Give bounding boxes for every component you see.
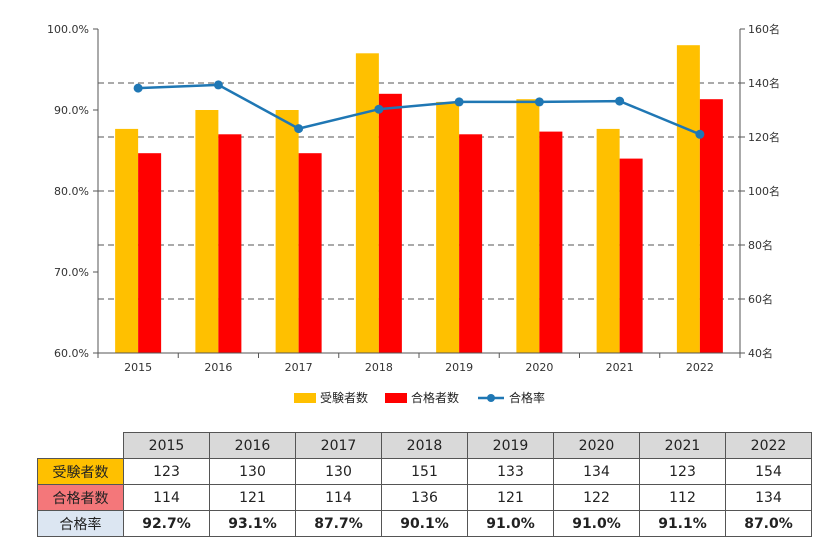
bar-examinees — [195, 110, 219, 353]
rate-point — [695, 129, 705, 139]
table-year: 2020 — [553, 432, 640, 459]
table-year: 2018 — [381, 432, 468, 459]
bar-examinees — [676, 45, 700, 353]
table-cell: 122 — [553, 484, 640, 511]
rate-point — [615, 96, 625, 106]
bar-passers — [619, 158, 643, 353]
bar-passers — [539, 131, 563, 353]
table-cell: 130 — [209, 458, 296, 485]
table-cell: 91.1% — [639, 510, 726, 537]
table-cell: 121 — [209, 484, 296, 511]
legend-swatch-passers — [385, 393, 407, 403]
x-tick-label: 2016 — [204, 361, 232, 374]
table-cell: 87.0% — [725, 510, 812, 537]
bar-passers — [459, 134, 483, 353]
rate-point — [454, 97, 464, 107]
table-cell: 91.0% — [553, 510, 640, 537]
right-tick-label: 100名 — [748, 184, 780, 198]
table-cell: 90.1% — [381, 510, 468, 537]
table-year: 2017 — [295, 432, 382, 459]
x-tick-label: 2021 — [606, 361, 634, 374]
table-row-examinees: 受験者数 123 130 130 151 133 134 123 154 — [37, 458, 812, 485]
table-cell: 133 — [467, 458, 554, 485]
table-row-passers: 合格者数 114 121 114 136 121 122 112 134 — [37, 484, 812, 511]
rate-point — [294, 124, 304, 134]
rate-point — [534, 97, 544, 107]
legend-marker-rate — [487, 394, 495, 402]
x-tick-label: 2018 — [365, 361, 393, 374]
bar-passers — [218, 134, 242, 353]
rate-point — [213, 80, 223, 90]
x-tick-label: 2017 — [285, 361, 313, 374]
combo-chart: 40名 60名 80名 100名 120名 140名 160名 60.0% 70.0% 80.0%… — [47, 22, 780, 405]
left-tick-label: 80.0% — [54, 185, 89, 198]
bar-passers — [298, 153, 322, 353]
row-header: 受験者数 — [37, 458, 124, 485]
rate-line — [133, 80, 705, 139]
left-tick-label: 90.0% — [54, 104, 89, 117]
table-year: 2015 — [123, 432, 210, 459]
legend-swatch-examinees — [294, 393, 316, 403]
table-cell: 154 — [725, 458, 812, 485]
table-year: 2022 — [725, 432, 812, 459]
table-year: 2021 — [639, 432, 726, 459]
right-tick-label: 80名 — [748, 238, 773, 252]
right-tick-label: 60名 — [748, 292, 773, 306]
bar-passers — [699, 99, 723, 353]
table-cell: 121 — [467, 484, 554, 511]
legend-label-examinees: 受験者数 — [320, 390, 368, 405]
bar-passers — [138, 153, 162, 353]
row-header: 合格者数 — [37, 484, 124, 511]
bar-examinees — [516, 99, 540, 353]
table-cell: 134 — [725, 484, 812, 511]
bars — [115, 45, 723, 354]
table-cell: 92.7% — [123, 510, 210, 537]
table-cell: 93.1% — [209, 510, 296, 537]
rate-line-path — [138, 83, 701, 136]
table-cell: 123 — [639, 458, 726, 485]
right-tick-label: 140名 — [748, 76, 780, 90]
rate-point — [133, 83, 143, 93]
bar-passers — [378, 93, 402, 354]
x-tick-label: 2022 — [686, 361, 714, 374]
axes — [93, 28, 745, 358]
table-cell: 87.7% — [295, 510, 382, 537]
bar-examinees — [355, 53, 379, 354]
table-cell: 112 — [639, 484, 726, 511]
bar-examinees — [596, 128, 620, 353]
bar-examinees — [275, 110, 299, 353]
legend-label-rate: 合格率 — [509, 390, 545, 405]
table-cell: 134 — [553, 458, 640, 485]
table-corner — [37, 432, 124, 459]
table-cell: 91.0% — [467, 510, 554, 537]
left-tick-label: 60.0% — [54, 347, 89, 360]
left-tick-label: 70.0% — [54, 266, 89, 279]
right-tick-label: 40名 — [748, 346, 773, 360]
bar-examinees — [436, 101, 460, 354]
right-tick-label: 160名 — [748, 22, 780, 36]
legend: 受験者数 合格者数 合格率 — [294, 390, 545, 405]
table-cell: 123 — [123, 458, 210, 485]
table-row-rate: 合格率 92.7% 93.1% 87.7% 90.1% 91.0% 91.0% … — [37, 510, 812, 537]
tick-labels: 40名 60名 80名 100名 120名 140名 160名 60.0% 70.0% 80.0%… — [47, 22, 780, 374]
bar-examinees — [115, 128, 139, 353]
right-tick-label: 120名 — [748, 130, 780, 144]
table-year: 2019 — [467, 432, 554, 459]
x-tick-label: 2020 — [525, 361, 553, 374]
left-tick-label: 100.0% — [47, 23, 89, 36]
legend-label-passers: 合格者数 — [411, 390, 459, 405]
x-tick-label: 2015 — [124, 361, 152, 374]
table-cell: 114 — [123, 484, 210, 511]
rate-point — [374, 104, 384, 114]
gridlines — [98, 82, 740, 300]
table-year: 2016 — [209, 432, 296, 459]
row-header: 合格率 — [37, 510, 124, 537]
x-tick-label: 2019 — [445, 361, 473, 374]
data-table: 2015 2016 2017 2018 2019 2020 2021 2022 … — [37, 432, 812, 537]
table-cell: 151 — [381, 458, 468, 485]
table-cell: 130 — [295, 458, 382, 485]
table-cell: 114 — [295, 484, 382, 511]
table-cell: 136 — [381, 484, 468, 511]
table-header-row: 2015 2016 2017 2018 2019 2020 2021 2022 — [37, 432, 812, 459]
